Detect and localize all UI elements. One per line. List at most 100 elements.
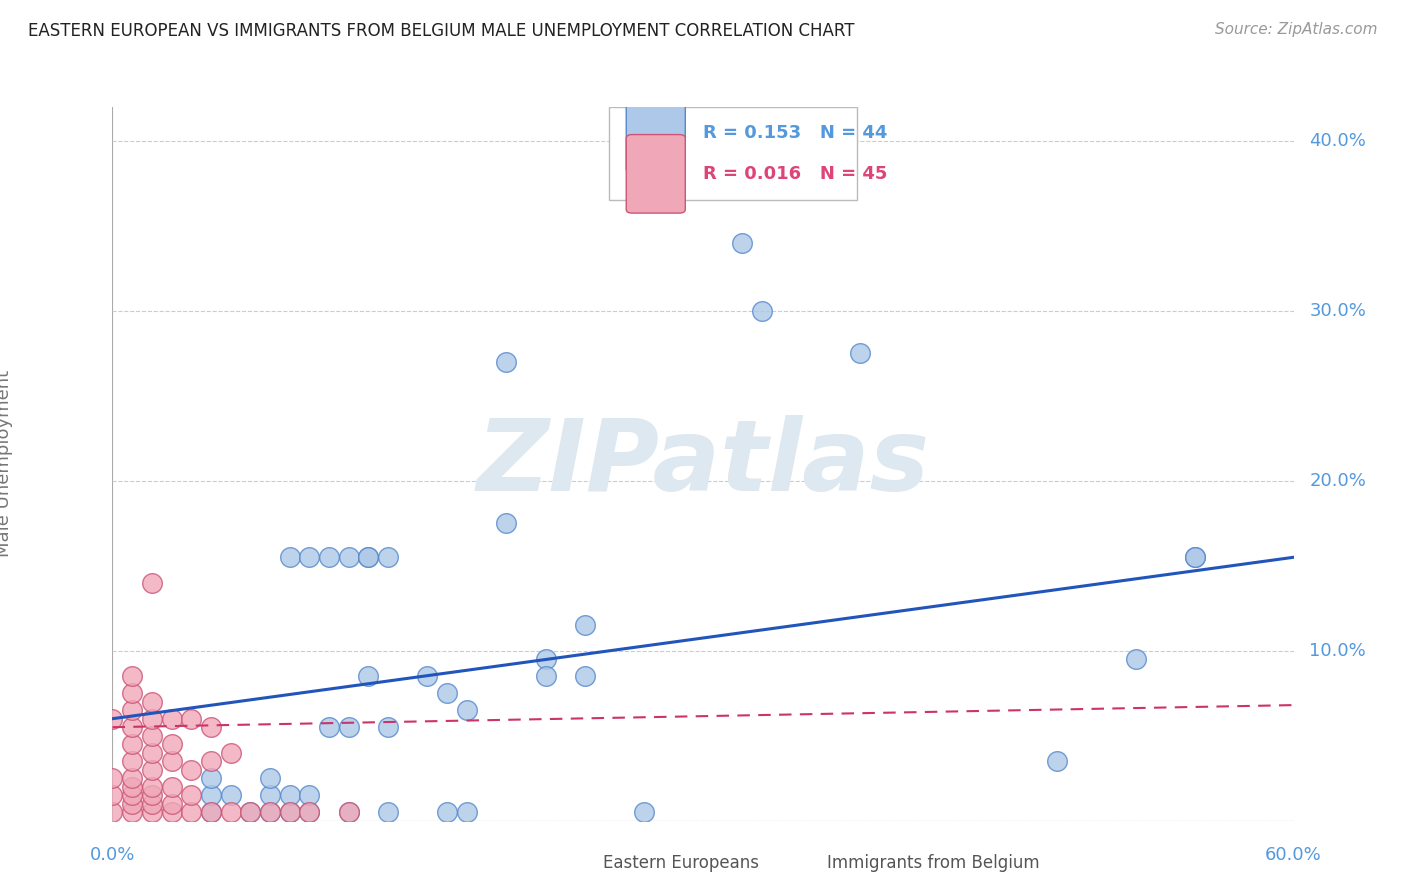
Point (101, 771, 124, 785)
Point (141, 695, 163, 709)
Point (1184, 550, 1206, 565)
Text: EASTERN EUROPEAN VS IMMIGRANTS FROM BELGIUM MALE UNEMPLOYMENT CORRELATION CHART: EASTERN EUROPEAN VS IMMIGRANTS FROM BELG… (28, 22, 855, 40)
Point (121, 737, 143, 751)
Point (180, 788, 202, 802)
Point (180, 763, 202, 777)
Point (101, 805, 124, 819)
Point (141, 788, 163, 802)
Point (141, 780, 163, 794)
Point (318, 720, 340, 734)
Point (495, 516, 517, 531)
Point (357, 550, 380, 565)
Point (534, 669, 557, 683)
Point (278, 805, 301, 819)
FancyBboxPatch shape (626, 94, 685, 172)
Point (436, 686, 458, 700)
Point (121, 805, 143, 819)
Text: 0.0%: 0.0% (90, 847, 135, 864)
Point (849, 346, 872, 360)
Point (377, 720, 399, 734)
Text: R = 0.153   N = 44: R = 0.153 N = 44 (703, 124, 887, 142)
Text: Source: ZipAtlas.com: Source: ZipAtlas.com (1215, 22, 1378, 37)
Point (239, 805, 262, 819)
Text: 30.0%: 30.0% (1309, 301, 1367, 320)
Point (160, 780, 183, 794)
Point (121, 686, 143, 700)
Point (141, 712, 163, 726)
Point (141, 805, 163, 819)
Point (239, 805, 262, 819)
Point (1125, 652, 1147, 666)
Point (200, 720, 222, 734)
Point (337, 805, 360, 819)
Point (180, 805, 202, 819)
Point (121, 669, 143, 683)
Point (731, 235, 754, 250)
Point (200, 805, 222, 819)
Point (1046, 754, 1069, 768)
Point (751, 304, 773, 318)
Point (200, 754, 222, 768)
Point (121, 703, 143, 717)
FancyBboxPatch shape (626, 135, 685, 213)
Point (278, 788, 301, 802)
Point (298, 788, 321, 802)
Text: 10.0%: 10.0% (1309, 641, 1367, 660)
Point (337, 720, 360, 734)
Text: 60.0%: 60.0% (1265, 847, 1322, 864)
Point (357, 550, 380, 565)
Point (278, 550, 301, 565)
Point (121, 720, 143, 734)
Point (121, 754, 143, 768)
Text: R = 0.016   N = 45: R = 0.016 N = 45 (703, 165, 887, 183)
Point (534, 652, 557, 666)
Point (1184, 550, 1206, 565)
Point (101, 788, 124, 802)
FancyBboxPatch shape (782, 838, 818, 888)
Point (278, 805, 301, 819)
Text: Male Unemployment: Male Unemployment (0, 370, 13, 558)
Point (436, 805, 458, 819)
Point (318, 550, 340, 565)
FancyBboxPatch shape (558, 838, 595, 888)
Point (121, 797, 143, 811)
Point (337, 805, 360, 819)
Point (121, 780, 143, 794)
Text: 40.0%: 40.0% (1309, 132, 1367, 150)
Point (259, 771, 281, 785)
Point (200, 788, 222, 802)
Point (377, 550, 399, 565)
Point (160, 754, 183, 768)
Point (574, 618, 596, 632)
Point (259, 805, 281, 819)
Point (141, 729, 163, 743)
Point (298, 550, 321, 565)
Point (298, 805, 321, 819)
Text: Eastern Europeans: Eastern Europeans (603, 855, 759, 872)
Point (219, 805, 242, 819)
Point (259, 805, 281, 819)
Point (219, 788, 242, 802)
Point (160, 805, 183, 819)
Point (219, 746, 242, 760)
Point (121, 771, 143, 785)
Point (416, 669, 439, 683)
Point (200, 771, 222, 785)
Point (180, 712, 202, 726)
Point (160, 712, 183, 726)
Point (337, 550, 360, 565)
Text: ZIPatlas: ZIPatlas (477, 416, 929, 512)
FancyBboxPatch shape (609, 107, 856, 200)
Point (495, 355, 517, 369)
Point (298, 805, 321, 819)
Point (101, 712, 124, 726)
Point (633, 805, 655, 819)
Point (121, 788, 143, 802)
Point (141, 575, 163, 590)
Point (141, 746, 163, 760)
Point (200, 805, 222, 819)
Point (141, 797, 163, 811)
Point (259, 788, 281, 802)
Text: Immigrants from Belgium: Immigrants from Belgium (827, 855, 1039, 872)
Point (160, 797, 183, 811)
